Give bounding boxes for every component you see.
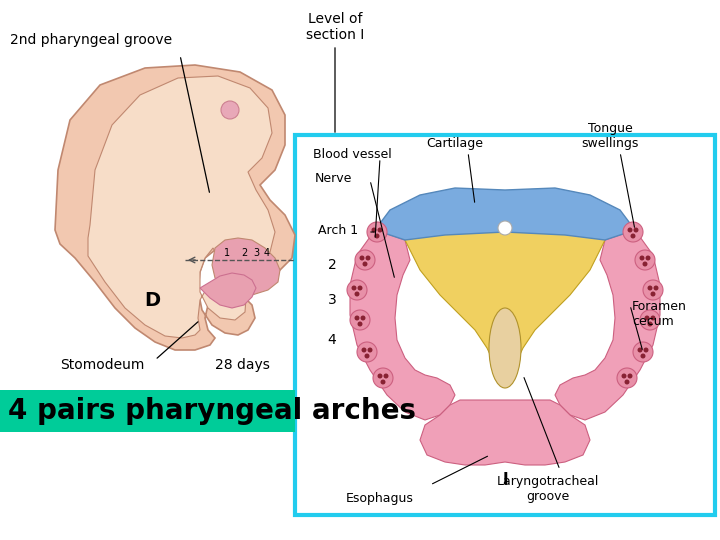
Text: 1: 1 [224,248,230,258]
Polygon shape [55,65,295,350]
Text: Esophagus: Esophagus [346,492,414,505]
Text: 2: 2 [241,248,247,258]
FancyBboxPatch shape [295,135,715,515]
Circle shape [617,368,637,388]
Text: D: D [144,291,160,309]
Text: Level of
section I: Level of section I [306,12,364,42]
Circle shape [640,310,660,330]
Circle shape [498,221,512,235]
Circle shape [641,354,646,359]
Circle shape [643,280,663,300]
Text: 4 pairs pharyngeal arches: 4 pairs pharyngeal arches [8,397,416,425]
Text: Nerve: Nerve [315,172,352,185]
Circle shape [357,342,377,362]
Circle shape [654,286,659,291]
Circle shape [631,233,636,239]
FancyBboxPatch shape [0,390,295,432]
Circle shape [354,292,359,296]
Text: Laryngotracheal
groove: Laryngotracheal groove [497,475,599,503]
Polygon shape [555,230,660,420]
Circle shape [384,374,389,379]
Circle shape [358,286,362,291]
Circle shape [635,250,655,270]
Circle shape [361,315,366,321]
Circle shape [628,227,632,233]
Polygon shape [200,273,256,308]
Circle shape [350,310,370,330]
Text: 4: 4 [264,248,270,258]
Circle shape [354,315,359,321]
Circle shape [623,222,643,242]
Circle shape [351,286,356,291]
Circle shape [364,354,369,359]
Polygon shape [350,230,455,420]
Text: Cartilage: Cartilage [426,137,484,150]
Text: I: I [502,472,508,487]
Text: 3: 3 [328,293,336,307]
Text: 2: 2 [328,258,336,272]
Circle shape [359,255,364,260]
Polygon shape [405,220,605,378]
Circle shape [358,321,362,327]
Circle shape [639,255,644,260]
Ellipse shape [489,308,521,388]
Circle shape [634,227,639,233]
Circle shape [377,227,382,233]
Text: Foramen
cecum: Foramen cecum [632,300,687,328]
Circle shape [366,255,371,260]
Circle shape [633,342,653,362]
Circle shape [362,261,367,267]
Text: Stomodeum: Stomodeum [60,358,145,372]
Polygon shape [88,76,275,338]
Text: Tongue
swellings: Tongue swellings [581,122,639,150]
Circle shape [377,374,382,379]
Text: 2nd pharyngeal groove: 2nd pharyngeal groove [10,33,172,47]
Circle shape [647,321,652,327]
Circle shape [367,222,387,242]
Circle shape [650,315,655,321]
Text: Arch 1: Arch 1 [318,224,358,237]
Circle shape [650,292,655,296]
Circle shape [361,348,366,353]
Text: 3: 3 [253,248,259,258]
Polygon shape [420,400,590,465]
Circle shape [644,315,649,321]
Circle shape [642,261,647,267]
Circle shape [374,233,379,239]
Polygon shape [212,238,280,295]
Circle shape [644,348,649,353]
Circle shape [628,374,632,379]
Circle shape [355,250,375,270]
Circle shape [380,380,385,384]
Circle shape [621,374,626,379]
Polygon shape [375,188,635,240]
Text: 28 days: 28 days [215,358,270,372]
Text: 4: 4 [328,333,336,347]
Circle shape [372,227,377,233]
Circle shape [637,348,642,353]
Circle shape [367,348,372,353]
Circle shape [347,280,367,300]
Circle shape [624,380,629,384]
Circle shape [646,255,650,260]
Circle shape [221,101,239,119]
Circle shape [647,286,652,291]
Text: Blood vessel: Blood vessel [313,148,392,161]
Circle shape [373,368,393,388]
